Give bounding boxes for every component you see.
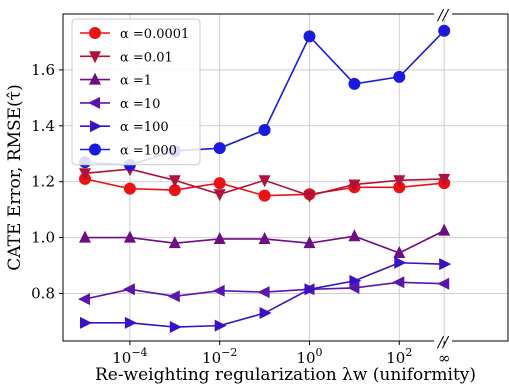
legend-box	[71, 18, 201, 166]
data-point	[213, 231, 226, 244]
series-2	[79, 223, 451, 258]
data-point	[167, 290, 180, 303]
y-axis-label: CATE Error, RMSE(τ̂)	[5, 84, 25, 270]
data-point	[79, 230, 91, 243]
legend-label: α =1000	[120, 144, 177, 159]
data-point	[394, 256, 407, 269]
data-point	[303, 190, 316, 203]
x-tick-label: 102	[386, 346, 412, 367]
data-point	[90, 120, 102, 133]
data-point	[393, 175, 406, 188]
y-tick-labels: 0.8 1.0 1.2 1.4 1.6	[31, 61, 63, 302]
x-tick-labels: 10−4 10−2 100 102 ∞	[112, 341, 450, 367]
data-point	[347, 281, 360, 294]
data-point	[348, 229, 361, 242]
legend-label: α =10	[120, 97, 160, 112]
data-point	[89, 143, 101, 156]
data-point	[439, 258, 452, 271]
data-point	[213, 142, 226, 155]
data-point	[438, 173, 451, 186]
break-gap	[434, 9, 452, 19]
data-point	[89, 72, 101, 85]
data-point	[257, 286, 270, 299]
legend-item: α =0.0001	[80, 27, 189, 42]
legend-label: α =0.01	[120, 50, 173, 65]
y-tick-label: 1.6	[31, 61, 55, 79]
legend-item: α =10	[80, 96, 160, 112]
x-tick-label: 10−2	[202, 346, 237, 367]
data-point	[438, 24, 451, 37]
series-4	[80, 256, 452, 334]
legend-item: α =100	[80, 120, 169, 135]
data-point	[212, 284, 225, 297]
data-point	[303, 236, 316, 249]
axis-break-mark: //	[436, 333, 450, 351]
data-point	[438, 223, 451, 236]
legend-label: α =1	[120, 74, 152, 89]
data-point	[168, 236, 181, 249]
data-point	[168, 175, 181, 188]
data-point	[80, 316, 92, 329]
data-point	[124, 316, 137, 329]
y-tick-label: 1.0	[31, 229, 55, 247]
legend-item: α =1	[80, 72, 152, 89]
x-tick-label: ∞	[438, 349, 451, 367]
data-point	[393, 70, 406, 83]
data-point	[214, 319, 227, 332]
x-tick-label: 10−4	[112, 346, 147, 367]
data-point	[169, 321, 182, 334]
data-point	[213, 189, 226, 202]
data-point	[258, 175, 271, 188]
data-point	[89, 27, 101, 39]
data-point	[258, 123, 271, 136]
data-point	[88, 96, 100, 109]
y-tick-label: 0.8	[31, 284, 55, 302]
data-point	[79, 168, 91, 181]
legend: α =0.0001 α =0.01 α =1 α =10 α =100 α =1000	[71, 18, 201, 166]
series-3	[78, 276, 450, 306]
x-tick-label: 100	[296, 346, 322, 367]
y-tick-label: 1.4	[31, 117, 55, 135]
plot-frame	[62, 13, 509, 342]
data-point	[392, 276, 405, 289]
data-point	[258, 231, 271, 244]
break-gap	[434, 336, 452, 346]
data-point	[123, 182, 136, 195]
data-point	[123, 230, 136, 243]
legend-item: α =1000	[80, 143, 177, 159]
axis-break-marks: // //	[434, 6, 452, 351]
data-point	[259, 307, 272, 320]
data-point	[437, 277, 450, 290]
data-point	[348, 179, 361, 192]
data-point	[89, 51, 101, 64]
series-layer	[78, 24, 452, 334]
data-point	[78, 293, 90, 306]
y-tick-label: 1.2	[31, 173, 55, 191]
data-point	[122, 283, 135, 296]
legend-label: α =0.0001	[120, 27, 189, 42]
data-point	[168, 184, 181, 197]
axis-break-mark: //	[436, 6, 450, 24]
data-point	[304, 283, 317, 296]
data-point	[393, 245, 406, 258]
data-point	[213, 177, 226, 190]
legend-label: α =100	[120, 120, 169, 135]
data-point	[303, 30, 316, 43]
data-point	[348, 77, 361, 90]
data-point	[349, 274, 362, 287]
x-axis-label: Re-weighting regularization λw (uniformi…	[95, 365, 476, 385]
data-point	[258, 189, 271, 202]
legend-item: α =0.01	[80, 50, 173, 65]
